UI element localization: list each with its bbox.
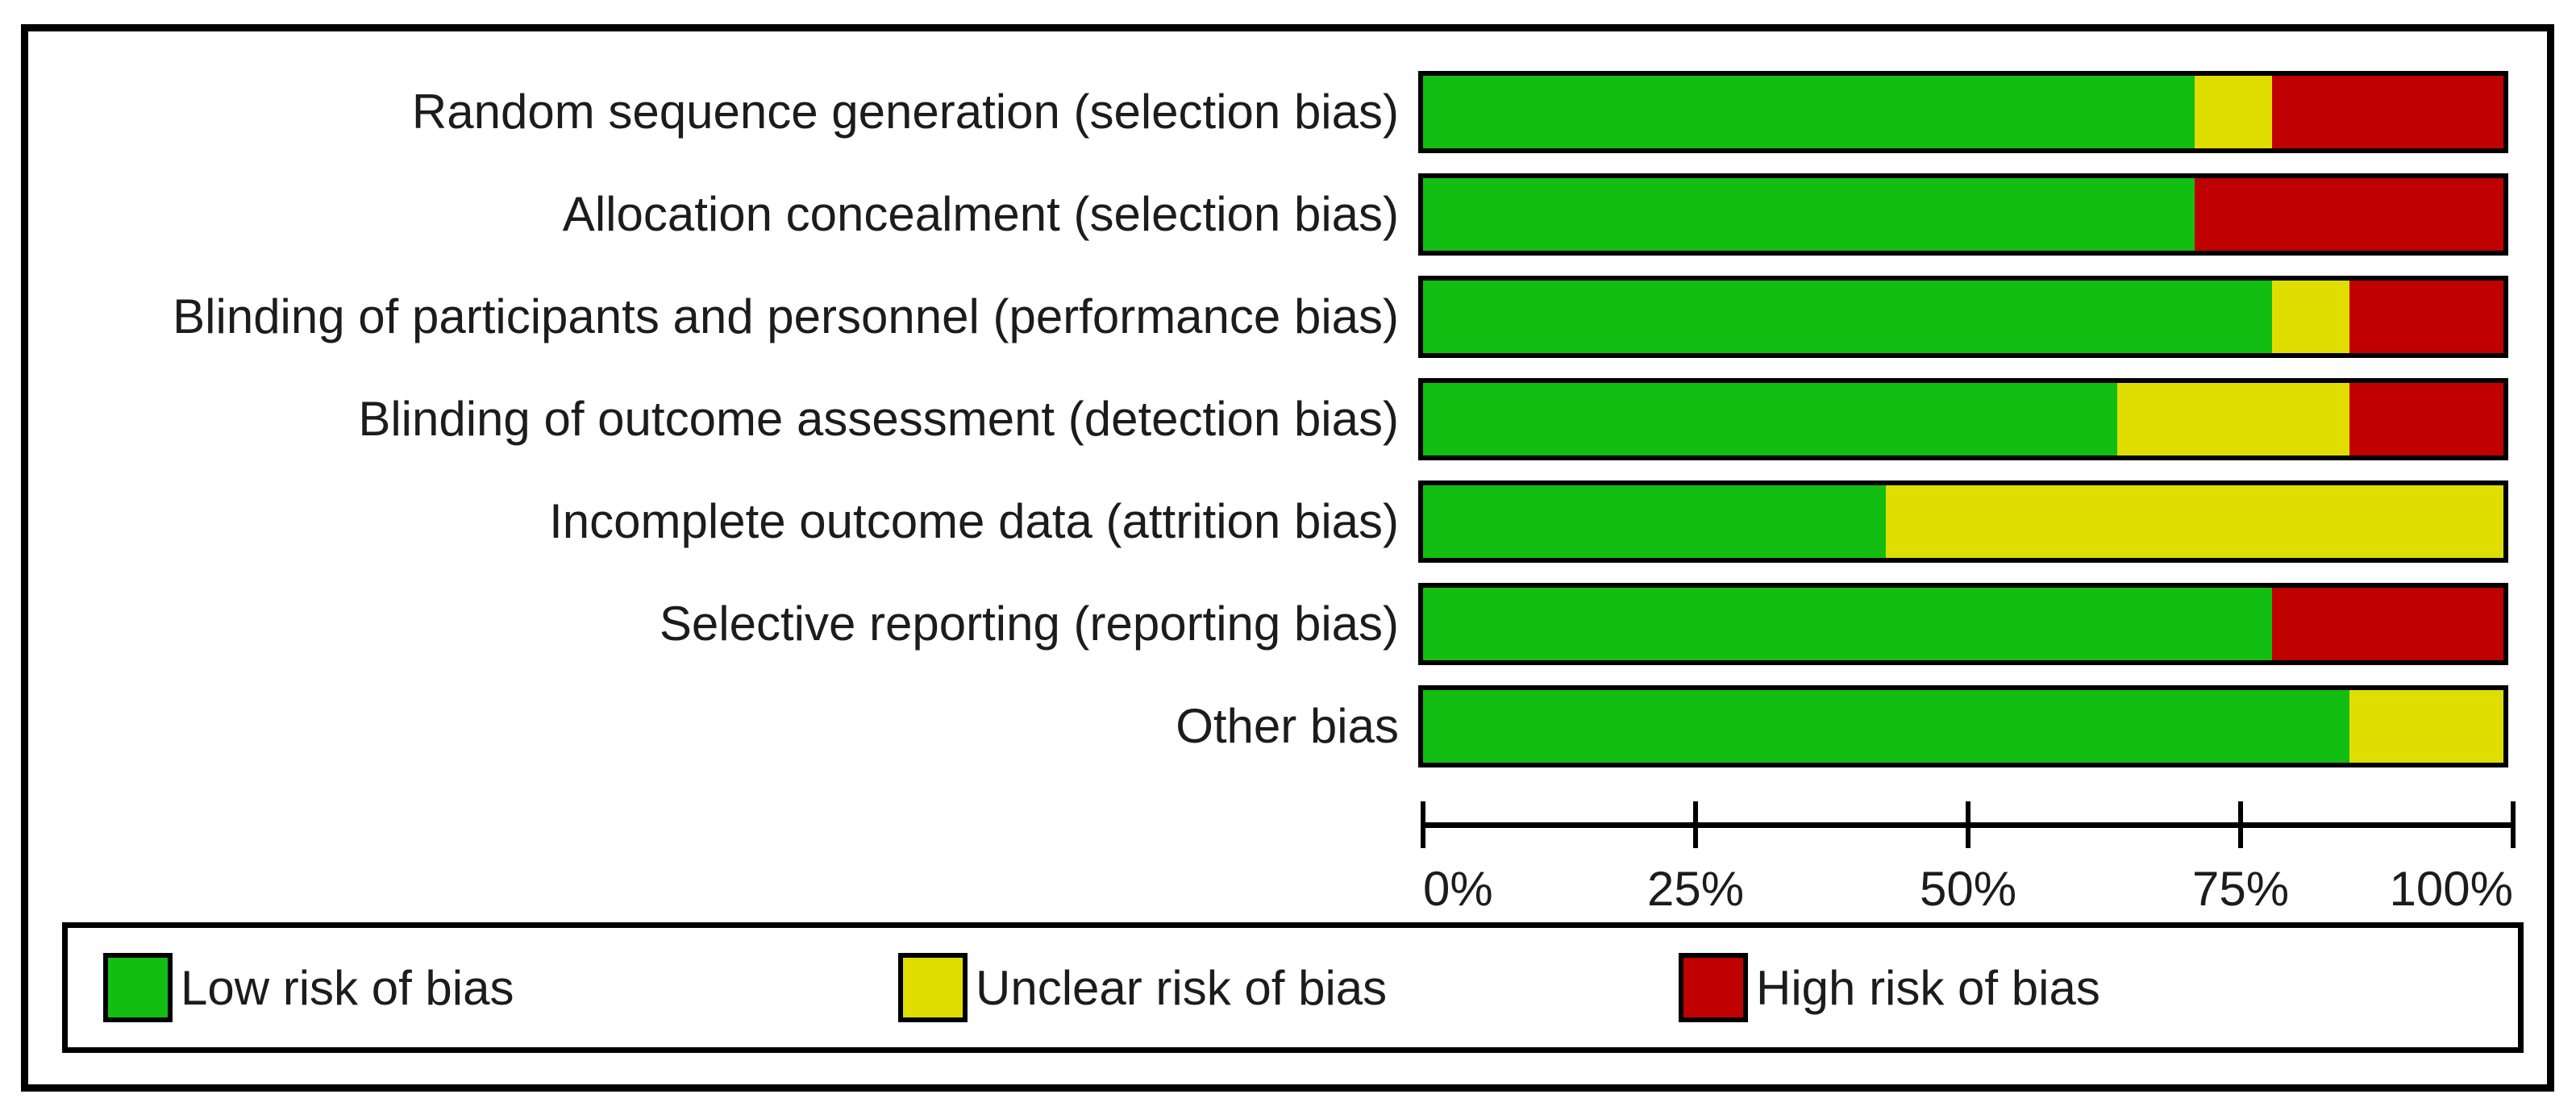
row-label: Incomplete outcome data (attrition bias) (549, 493, 1399, 548)
bar-segment-low-risk-of-bias (1423, 382, 2118, 456)
bar-segment-high-risk-of-bias (2349, 382, 2504, 456)
chart-row: Allocation concealment (selection bias) (28, 163, 2547, 265)
row-label: Blinding of participants and personnel (… (173, 289, 1399, 343)
x-axis-tick (2238, 801, 2243, 848)
row-label: Other bias (1176, 698, 1399, 753)
bar-segment-unclear-risk-of-bias (2349, 689, 2503, 763)
bar-segment-unclear-risk-of-bias (2117, 382, 2349, 456)
chart-row: Blinding of participants and personnel (… (28, 265, 2547, 368)
bar-segment-low-risk-of-bias (1423, 177, 2195, 251)
x-axis-tick (1966, 801, 1970, 848)
legend-swatch-unclear-risk-of-bias (898, 953, 968, 1022)
x-axis-tick-label: 0% (1423, 862, 1493, 916)
bar-segment-unclear-risk-of-bias (2195, 75, 2272, 148)
legend-box: Low risk of bias Unclear risk of bias High… (62, 922, 2524, 1053)
bar-segment-high-risk-of-bias (2349, 280, 2503, 353)
bar-segment-unclear-risk-of-bias (1886, 485, 2503, 558)
legend-entry: Low risk of bias (103, 928, 514, 1047)
bar-segment-high-risk-of-bias (2195, 177, 2503, 251)
x-axis-tick-label: 50% (1919, 862, 2017, 916)
chart-row: Blinding of outcome assessment (detectio… (28, 368, 2547, 470)
chart-row: Random sequence generation (selection bi… (28, 60, 2547, 163)
row-label: Blinding of outcome assessment (detectio… (358, 391, 1399, 446)
stacked-bar (1418, 582, 2508, 665)
chart-row: Incomplete outcome data (attrition bias) (28, 470, 2547, 572)
legend-label: Low risk of bias (181, 960, 514, 1015)
x-axis: 0% 25% 50% 75% 100% (1421, 777, 2516, 946)
stacked-bar (1418, 377, 2508, 460)
x-axis-tick-label: 100% (2389, 862, 2513, 916)
stacked-bar (1418, 684, 2508, 767)
chart-row: Selective reporting (reporting bias) (28, 572, 2547, 675)
bar-segment-low-risk-of-bias (1423, 75, 2195, 148)
legend-label: High risk of bias (1756, 960, 2100, 1015)
legend-swatch-low-risk-of-bias (103, 953, 173, 1022)
legend-label: Unclear risk of bias (976, 960, 1388, 1015)
legend-entry: Unclear risk of bias (898, 928, 1387, 1047)
bar-segment-low-risk-of-bias (1423, 587, 2272, 660)
x-axis-tick (1693, 801, 1698, 848)
bar-segment-high-risk-of-bias (2271, 587, 2503, 660)
stacked-bar (1418, 173, 2508, 256)
bar-segment-high-risk-of-bias (2271, 75, 2503, 148)
bar-segment-low-risk-of-bias (1423, 280, 2272, 353)
x-axis-tick (1421, 801, 1425, 848)
risk-of-bias-figure: Random sequence generation (selection bi… (21, 24, 2554, 1092)
x-axis-tick-label: 25% (1646, 862, 1745, 916)
chart-rows: Random sequence generation (selection bi… (28, 60, 2547, 777)
stacked-bar (1418, 480, 2508, 563)
legend-entry: High risk of bias (1679, 928, 2100, 1047)
row-label: Selective reporting (reporting bias) (659, 596, 1399, 651)
bar-segment-low-risk-of-bias (1423, 485, 1887, 558)
row-label: Random sequence generation (selection bi… (411, 84, 1399, 139)
chart-row: Other bias (28, 675, 2547, 777)
row-label: Allocation concealment (selection bias) (562, 186, 1399, 241)
bar-segment-low-risk-of-bias (1423, 689, 2349, 763)
legend-swatch-high-risk-of-bias (1679, 953, 1748, 1022)
stacked-bar (1418, 275, 2508, 358)
stacked-bar (1418, 70, 2508, 153)
x-axis-tick-label: 75% (2191, 862, 2290, 916)
bar-segment-unclear-risk-of-bias (2271, 280, 2349, 353)
x-axis-tick (2511, 801, 2516, 848)
